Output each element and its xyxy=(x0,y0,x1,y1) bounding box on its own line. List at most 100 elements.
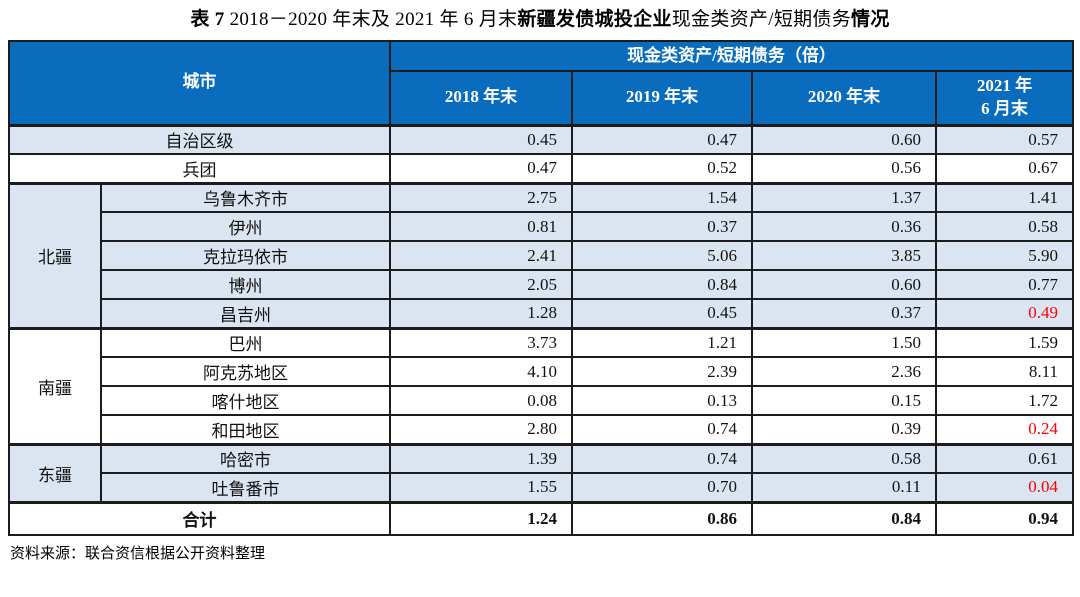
value-cell: 0.60 xyxy=(751,269,937,300)
value-cell: 2.75 xyxy=(389,181,573,213)
total-value-cell: 0.86 xyxy=(571,500,753,536)
value-cell: 0.58 xyxy=(934,211,1075,242)
table-row: 和田地区 2.80 0.74 0.39 0.24 xyxy=(9,414,1075,445)
total-row: 合计 1.24 0.86 0.84 0.94 xyxy=(8,500,1075,536)
value-cell: 0.47 xyxy=(389,153,573,184)
title-metric: 现金类资产/短期债务 xyxy=(671,9,852,30)
value-cell-highlighted: 0.49 xyxy=(934,298,1075,329)
col-header-2018: 2018 年末 xyxy=(389,70,573,126)
value-cell: 0.15 xyxy=(751,385,937,416)
value-cell: 3.85 xyxy=(751,240,937,271)
value-cell: 0.81 xyxy=(389,211,573,242)
value-cell: 0.74 xyxy=(571,442,753,474)
city-cell: 喀什地区 xyxy=(100,385,391,416)
value-cell: 4.10 xyxy=(389,356,573,387)
value-cell: 0.57 xyxy=(934,123,1075,155)
value-cell: 0.84 xyxy=(571,269,753,300)
value-cell: 1.39 xyxy=(389,442,573,474)
value-cell: 1.59 xyxy=(934,326,1075,358)
city-cell: 昌吉州 xyxy=(100,298,391,329)
region-cell-north: 北疆 xyxy=(8,181,102,329)
region-cell-east: 东疆 xyxy=(8,442,102,503)
city-cell: 克拉玛依市 xyxy=(100,240,391,271)
value-cell: 0.60 xyxy=(751,123,937,155)
table-row: 伊州 0.81 0.37 0.36 0.58 xyxy=(9,211,1075,242)
table-row: 喀什地区 0.08 0.13 0.15 1.72 xyxy=(9,385,1075,416)
table-row: 克拉玛依市 2.41 5.06 3.85 5.90 xyxy=(9,240,1075,271)
page-title: 表 7 2018－2020 年末及 2021 年 6 月末新疆发债城投企业现金类… xyxy=(0,7,1080,33)
value-cell: 0.52 xyxy=(571,153,753,184)
value-cell: 0.37 xyxy=(751,298,937,329)
value-cell: 1.50 xyxy=(751,326,937,358)
table-row: 东疆 哈密市 1.39 0.74 0.58 0.61 xyxy=(8,442,1075,503)
header-row-1: 城市 现金类资产/短期债务（倍） xyxy=(8,40,1075,126)
header-cell-metric-group: 现金类资产/短期债务（倍） xyxy=(388,40,1075,72)
city-cell: 和田地区 xyxy=(100,414,391,445)
city-cell: 伊州 xyxy=(100,211,391,242)
value-cell: 0.74 xyxy=(571,414,753,445)
city-cell: 巴州 xyxy=(100,326,391,358)
title-period: 2018－2020 年末及 2021 年 6 月末 xyxy=(229,9,518,30)
value-cell: 1.37 xyxy=(751,181,937,213)
value-cell: 2.41 xyxy=(389,240,573,271)
value-cell: 0.47 xyxy=(571,123,753,155)
table-row: 南疆 巴州 3.73 1.21 1.50 1.59 xyxy=(8,326,1075,445)
value-cell: 1.72 xyxy=(934,385,1075,416)
value-cell: 2.80 xyxy=(389,414,573,445)
value-cell: 2.36 xyxy=(751,356,937,387)
title-table-number: 表 7 xyxy=(190,9,230,30)
table-row: 昌吉州 1.28 0.45 0.37 0.49 xyxy=(9,298,1075,329)
value-cell: 0.39 xyxy=(751,414,937,445)
value-cell: 0.37 xyxy=(571,211,753,242)
total-value-cell: 0.94 xyxy=(934,500,1075,536)
value-cell: 1.28 xyxy=(389,298,573,329)
table-row: 北疆 乌鲁木齐市 2.75 1.54 1.37 1.41 xyxy=(8,181,1075,329)
value-cell: 0.13 xyxy=(571,385,753,416)
col-header-2021h: 2021 年 6 月末 xyxy=(934,70,1075,126)
value-cell-highlighted: 0.24 xyxy=(934,414,1075,445)
value-cell: 0.45 xyxy=(571,298,753,329)
value-cell: 1.41 xyxy=(934,181,1075,213)
value-cell: 2.05 xyxy=(389,269,573,300)
title-suffix: 情况 xyxy=(851,9,890,30)
value-cell: 5.90 xyxy=(934,240,1075,271)
col-header-2020: 2020 年末 xyxy=(751,70,937,126)
city-cell: 吐鲁番市 xyxy=(100,472,391,503)
total-value-cell: 0.84 xyxy=(751,500,937,536)
region-cell-south: 南疆 xyxy=(8,326,102,445)
total-label-cell: 合计 xyxy=(8,500,391,536)
value-cell: 0.11 xyxy=(751,472,937,503)
city-cell: 乌鲁木齐市 xyxy=(100,181,391,213)
header-cell-city: 城市 xyxy=(8,40,391,126)
value-cell-highlighted: 0.04 xyxy=(934,472,1075,503)
value-cell: 8.11 xyxy=(934,356,1075,387)
data-table: 城市 现金类资产/短期债务（倍） 2018 年末 2019 年末 2020 年末… xyxy=(8,40,1075,536)
city-cell: 阿克苏地区 xyxy=(100,356,391,387)
total-value-cell: 1.24 xyxy=(389,500,573,536)
table-row: 自治区级 0.45 0.47 0.60 0.57 xyxy=(8,123,1075,155)
value-cell: 0.70 xyxy=(571,472,753,503)
value-cell: 0.67 xyxy=(934,153,1075,184)
city-cell: 自治区级 xyxy=(8,123,391,155)
table-row: 兵团 0.47 0.52 0.56 0.67 xyxy=(8,153,1075,184)
value-cell: 0.77 xyxy=(934,269,1075,300)
title-subject: 新疆发债城投企业 xyxy=(517,9,672,30)
value-cell: 5.06 xyxy=(571,240,753,271)
value-cell: 0.56 xyxy=(751,153,937,184)
value-cell: 1.54 xyxy=(571,181,753,213)
header-row-2: 2018 年末 2019 年末 2020 年末 2021 年 6 月末 xyxy=(9,70,1075,126)
value-cell: 2.39 xyxy=(571,356,753,387)
table-row: 博州 2.05 0.84 0.60 0.77 xyxy=(9,269,1075,300)
value-cell: 0.08 xyxy=(389,385,573,416)
value-cell: 1.21 xyxy=(571,326,753,358)
city-cell: 博州 xyxy=(100,269,391,300)
value-cell: 0.36 xyxy=(751,211,937,242)
value-cell: 0.45 xyxy=(389,123,573,155)
source-note: 资料来源：联合资信根据公开资料整理 xyxy=(10,546,266,562)
city-cell: 哈密市 xyxy=(100,442,391,474)
table-row: 吐鲁番市 1.55 0.70 0.11 0.04 xyxy=(9,472,1075,503)
value-cell: 1.55 xyxy=(389,472,573,503)
value-cell: 3.73 xyxy=(389,326,573,358)
city-cell: 兵团 xyxy=(8,153,391,184)
